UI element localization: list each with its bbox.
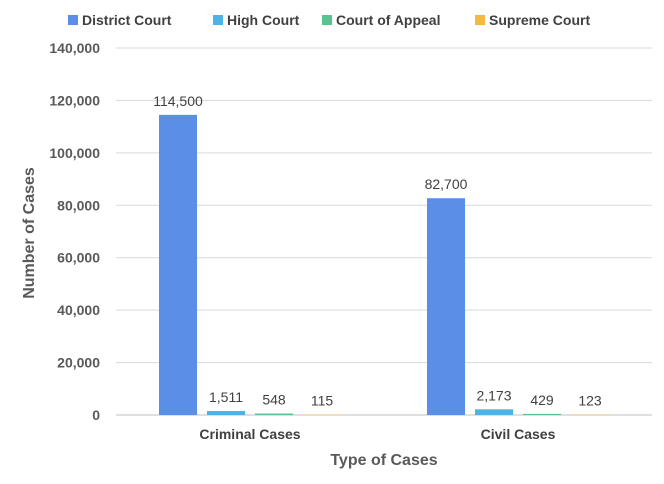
y-tick-label: 60,000 [57, 250, 100, 266]
data-labels: 114,500 1,511 548 115 82,700 2,173 429 123 [153, 93, 602, 409]
x-category-label: Criminal Cases [199, 426, 300, 442]
data-label: 115 [311, 393, 334, 409]
y-tick-label: 140,000 [49, 40, 100, 56]
bar-district-court-criminal-cases [159, 114, 197, 415]
bar-court-of-appeal-criminal-cases [255, 413, 293, 415]
y-tick-label: 0 [92, 407, 100, 423]
x-axis-categories: Criminal Cases Civil Cases [199, 426, 555, 442]
data-label: 114,500 [153, 93, 203, 109]
y-tick-label: 120,000 [49, 92, 100, 108]
bars [159, 114, 609, 416]
legend-label: Supreme Court [489, 12, 590, 28]
bar-supreme-court-civil-cases [571, 414, 609, 416]
y-axis-title: Number of Cases [21, 167, 38, 299]
y-gridlines [116, 47, 652, 416]
bar-high-court-civil-cases [475, 409, 513, 415]
legend-swatch [213, 15, 223, 25]
bar-court-of-appeal-civil-cases [523, 413, 561, 415]
bar-supreme-court-criminal-cases [303, 414, 341, 416]
y-tick-label: 100,000 [49, 145, 100, 161]
y-tick-label: 40,000 [57, 302, 100, 318]
legend-swatch [68, 15, 78, 25]
data-label: 82,700 [425, 176, 468, 192]
bar-high-court-criminal-cases [207, 411, 245, 415]
x-category-label: Civil Cases [481, 426, 556, 442]
legend-label: Court of Appeal [336, 12, 440, 28]
y-tick-label: 80,000 [57, 197, 100, 213]
legend-label: High Court [227, 12, 300, 28]
y-tick-label: 20,000 [57, 355, 100, 371]
legend-swatch [475, 15, 485, 25]
data-label: 123 [578, 393, 602, 409]
x-axis-title: Type of Cases [330, 452, 437, 469]
legend-label: District Court [82, 12, 172, 28]
data-label: 548 [262, 392, 286, 408]
y-axis-ticks: 0 20,000 40,000 60,000 80,000 100,000 120,000 1… [49, 40, 100, 423]
legend-swatch [322, 15, 332, 25]
data-label: 1,511 [209, 389, 243, 405]
legend: District Court High Court Court of Appeal S… [68, 12, 590, 28]
data-label: 2,173 [476, 387, 511, 403]
data-label: 429 [530, 392, 554, 408]
bar-district-court-civil-cases [427, 198, 465, 415]
